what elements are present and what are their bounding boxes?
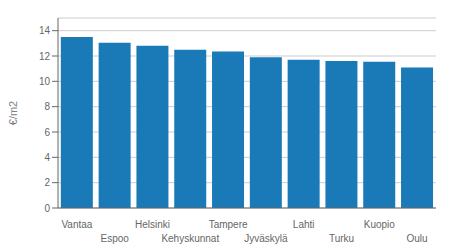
svg-text:Kuopio: Kuopio (364, 219, 396, 230)
svg-text:10: 10 (39, 76, 51, 87)
svg-text:Oulu: Oulu (407, 233, 428, 244)
svg-text:Helsinki: Helsinki (135, 219, 170, 230)
svg-text:Vantaa: Vantaa (61, 219, 92, 230)
svg-text:0: 0 (44, 203, 50, 214)
svg-text:14: 14 (39, 25, 51, 36)
svg-text:8: 8 (44, 101, 50, 112)
svg-text:4: 4 (44, 152, 50, 163)
svg-text:2: 2 (44, 177, 50, 188)
svg-text:Turku: Turku (329, 233, 354, 244)
svg-text:Tampere: Tampere (209, 219, 248, 230)
svg-text:12: 12 (39, 51, 51, 62)
svg-text:6: 6 (44, 127, 50, 138)
svg-text:Espoo: Espoo (101, 233, 130, 244)
svg-text:Jyväskylä: Jyväskylä (244, 233, 288, 244)
svg-text:Lahti: Lahti (293, 219, 315, 230)
svg-text:Kehyskunnat: Kehyskunnat (161, 233, 219, 244)
svg-text:€/m2: €/m2 (8, 101, 19, 125)
